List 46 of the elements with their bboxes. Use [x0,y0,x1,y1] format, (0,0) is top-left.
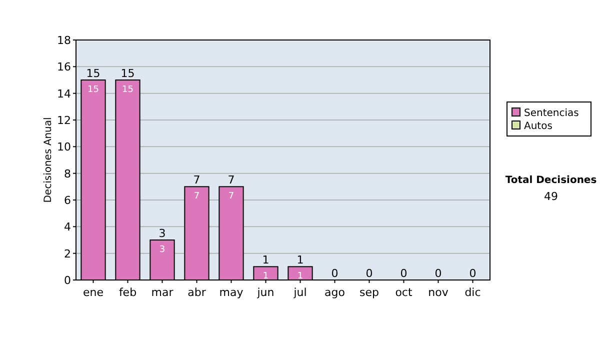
total-label: 3 [158,227,166,240]
legend-label: Autos [524,121,552,132]
x-tick-label: jun [256,286,274,299]
y-tick-label: 12 [57,114,71,127]
total-label: 15 [120,67,135,80]
x-tick-label: ago [324,286,346,299]
x-tick-label: may [219,286,244,299]
total-label: 0 [400,267,408,280]
text: 49 [544,190,558,203]
data-label: 7 [194,192,200,202]
y-tick-label: 18 [57,34,71,47]
x-tick-label: mar [151,286,174,299]
total-label: 15 [86,67,100,80]
total-label: 0 [469,267,476,280]
y-tick-label: 2 [64,247,71,260]
x-tick-label: sep [360,286,380,299]
x-tick-label: jul [292,286,307,299]
y-tick-label: 8 [64,167,71,180]
total-label: 0 [366,267,373,280]
x-tick-label: feb [118,286,137,299]
y-tick-label: 14 [57,87,71,100]
x-tick-label: oct [395,286,413,299]
total-label: 7 [228,174,235,187]
x-tick-label: dic [464,286,481,299]
total-label: 7 [193,174,200,187]
y-axis-title: Decisiones Anual [43,117,54,203]
y-tick-label: 0 [64,274,71,287]
text: Total Decisiones [505,175,597,186]
data-label: 3 [159,245,166,255]
y-tick-label: 10 [57,140,71,154]
total-label: 1 [296,254,304,267]
data-label: 15 [88,85,99,95]
y-tick-label: 6 [64,194,71,207]
y-tick-label: 4 [64,220,71,234]
x-tick-label: abr [188,286,206,299]
data-label: 1 [262,272,269,282]
total-label: 0 [331,267,338,280]
x-tick-label: ene [82,286,104,299]
y-tick-label: 16 [57,60,71,74]
total-label: 0 [434,267,442,280]
data-label: 1 [297,272,304,282]
data-label: 7 [228,192,234,202]
legend-label: Sentencias [524,108,579,119]
x-tick-label: nov [428,286,449,299]
total-label: 1 [262,254,270,267]
data-label: 15 [122,85,134,95]
